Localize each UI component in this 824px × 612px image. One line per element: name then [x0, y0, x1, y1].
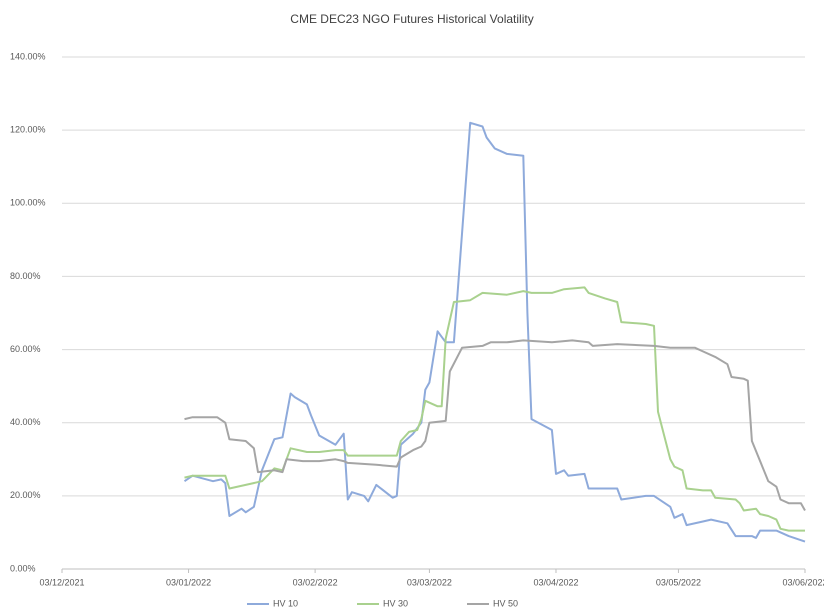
line-series: [184, 286, 805, 532]
x-tick-label: 03/03/2022: [407, 577, 452, 587]
y-tick-label: 120.00%: [10, 125, 46, 135]
y-tick-label: 20.00%: [10, 490, 41, 500]
x-tick-label: 03/06/2022: [782, 577, 824, 587]
x-tick-label: 03/12/2021: [39, 577, 84, 587]
legend-label: HV 10: [273, 598, 298, 608]
legend-label: HV 30: [383, 598, 408, 608]
y-tick-label: 100.00%: [10, 198, 46, 208]
x-tick-label: 03/04/2022: [533, 577, 578, 587]
line-series: [183, 121, 806, 543]
y-tick-label: 0.00%: [10, 563, 36, 573]
y-tick-label: 40.00%: [10, 417, 41, 427]
x-tick-label: 03/05/2022: [656, 577, 701, 587]
y-tick-label: 80.00%: [10, 271, 41, 281]
y-tick-label: 60.00%: [10, 344, 41, 354]
x-tick-label: 03/01/2022: [166, 577, 211, 587]
legend-label: HV 50: [493, 598, 518, 608]
x-tick-label: 03/02/2022: [293, 577, 338, 587]
y-tick-label: 140.00%: [10, 51, 46, 61]
line-series: [184, 339, 806, 511]
chart-title: CME DEC23 NGO Futures Historical Volatil…: [290, 12, 533, 26]
